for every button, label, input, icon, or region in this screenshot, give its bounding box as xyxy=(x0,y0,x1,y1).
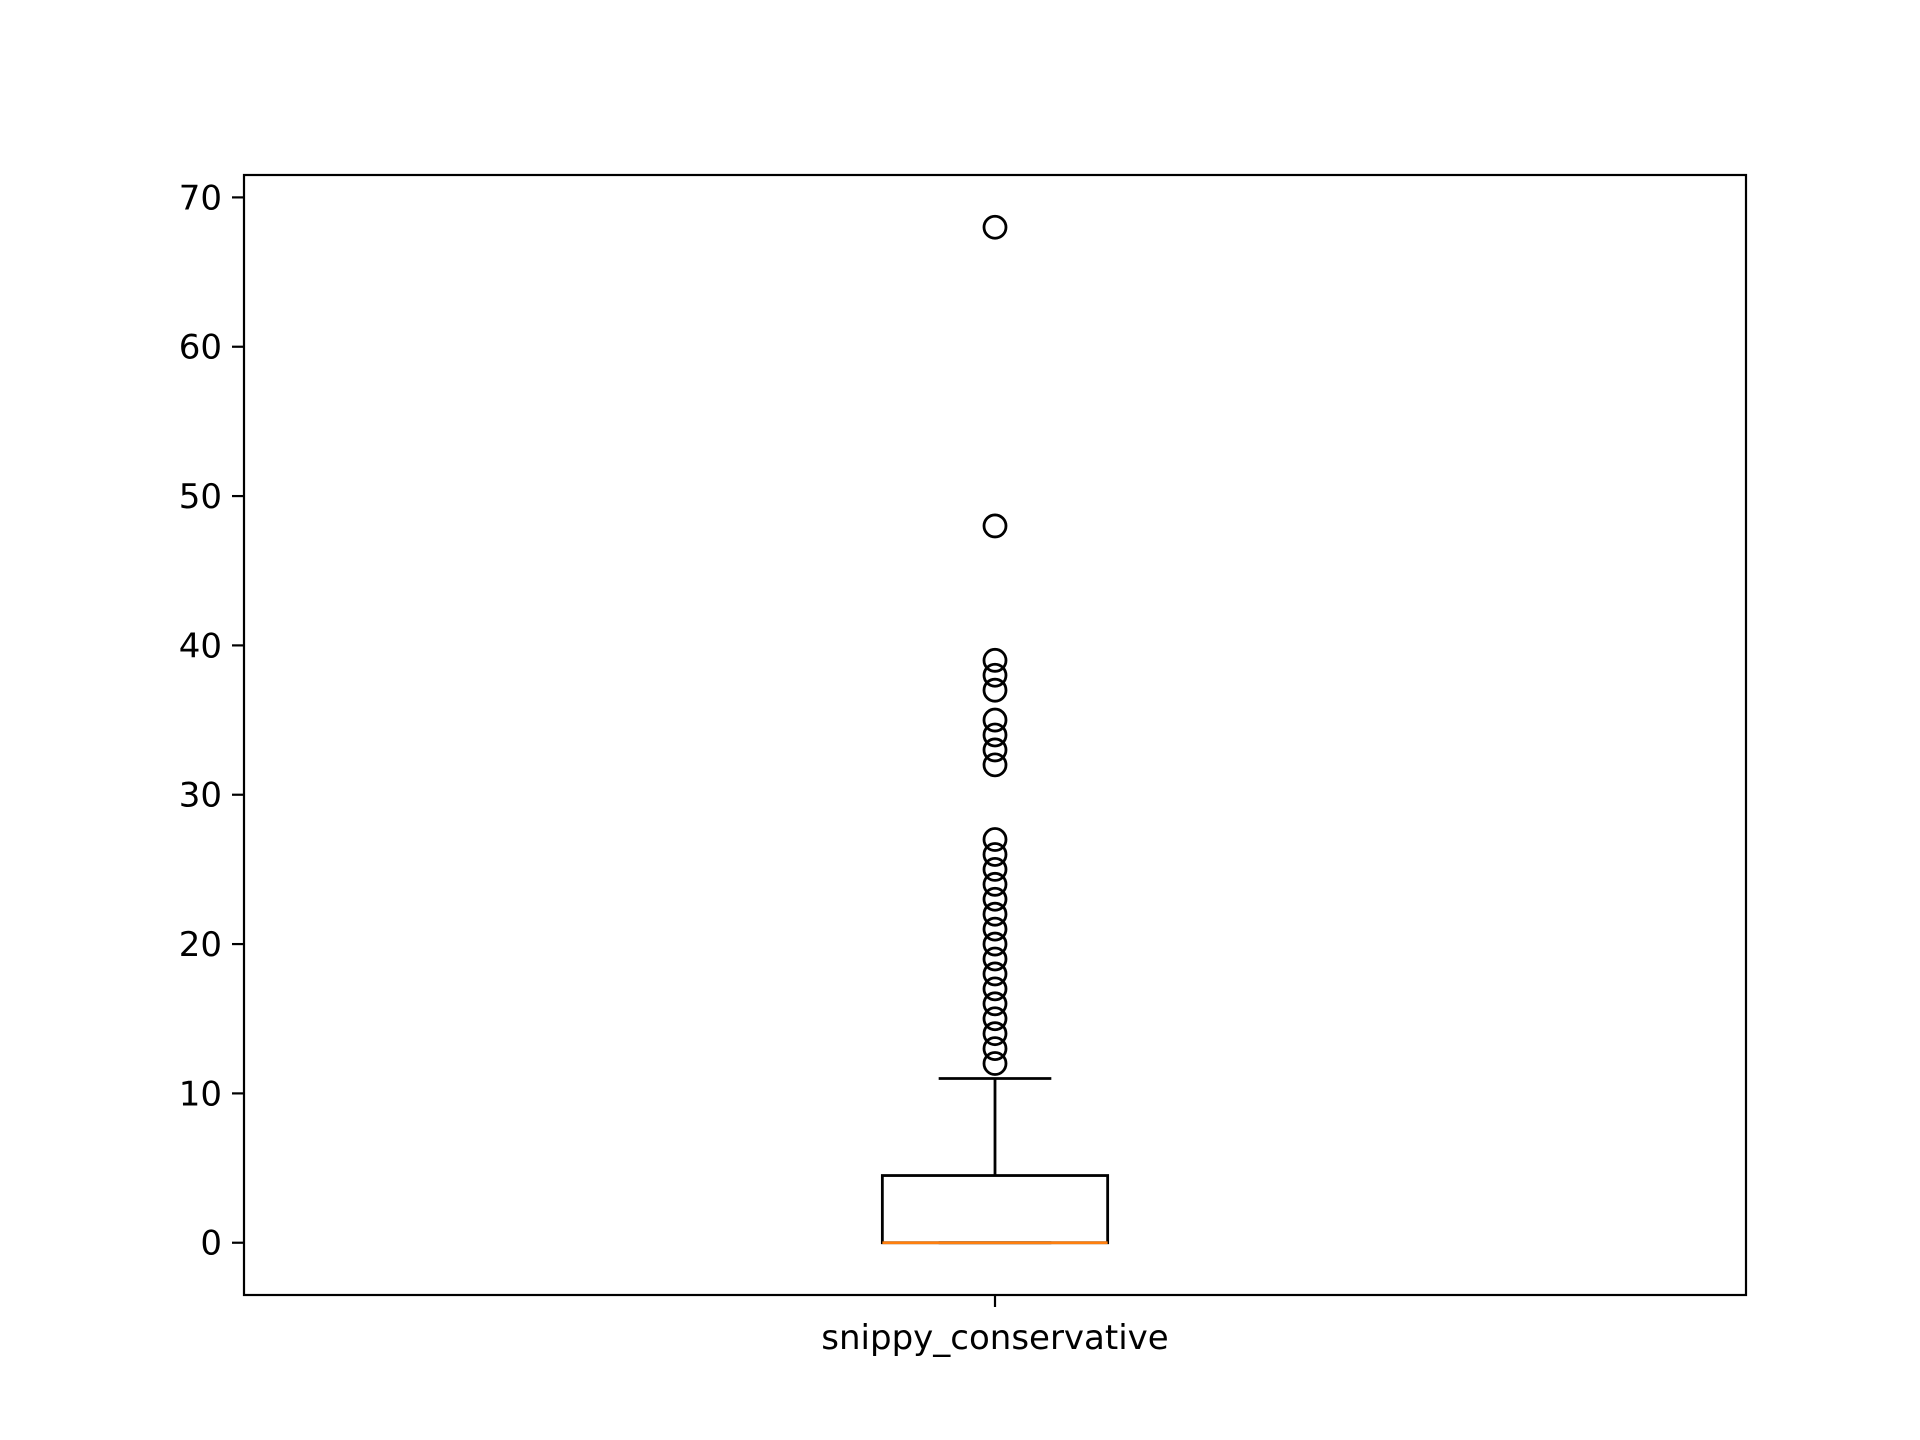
outlier-point xyxy=(982,1036,1008,1061)
y-tick-label: 10 xyxy=(179,1074,222,1114)
y-tick-label: 30 xyxy=(179,776,222,816)
outlier-point xyxy=(982,513,1008,539)
outlier-point xyxy=(982,946,1008,972)
outlier-point xyxy=(982,857,1008,882)
outlier-point xyxy=(982,916,1008,942)
y-tick-label: 60 xyxy=(179,328,222,368)
outlier-point xyxy=(982,1021,1008,1047)
outlier-point xyxy=(982,1006,1008,1032)
x-axis: snippy_conservative xyxy=(821,1295,1169,1358)
outlier-point xyxy=(982,662,1008,688)
y-tick-label: 40 xyxy=(179,626,222,666)
y-tick-label: 20 xyxy=(179,925,222,965)
y-tick-label: 0 xyxy=(200,1224,222,1264)
outlier-point xyxy=(982,214,1008,240)
y-tick-label: 50 xyxy=(179,477,222,517)
plot-frame xyxy=(242,173,1748,1297)
outlier-point xyxy=(982,737,1008,763)
y-axis: 0 10 20 30 40 50 60 70 xyxy=(179,178,244,1264)
outlier-point xyxy=(982,707,1008,733)
outlier-point xyxy=(982,991,1008,1017)
outlier-point xyxy=(982,1051,1008,1076)
outlier-point xyxy=(982,976,1008,1002)
y-tick-label: 70 xyxy=(179,178,222,218)
outlier-point xyxy=(982,827,1008,852)
outlier-point xyxy=(982,901,1008,927)
outlier-point xyxy=(982,752,1008,778)
outlier-point xyxy=(982,931,1008,957)
outlier-point xyxy=(982,871,1008,897)
x-tick-label: snippy_conservative xyxy=(821,1318,1168,1358)
outlier-point xyxy=(982,961,1008,987)
boxes xyxy=(880,214,1110,1245)
outlier-point xyxy=(982,722,1008,748)
box-group xyxy=(880,214,1110,1245)
outlier-point xyxy=(982,842,1008,867)
outlier-point xyxy=(982,677,1008,703)
outlier-point xyxy=(982,647,1008,673)
outlier-point xyxy=(982,886,1008,912)
